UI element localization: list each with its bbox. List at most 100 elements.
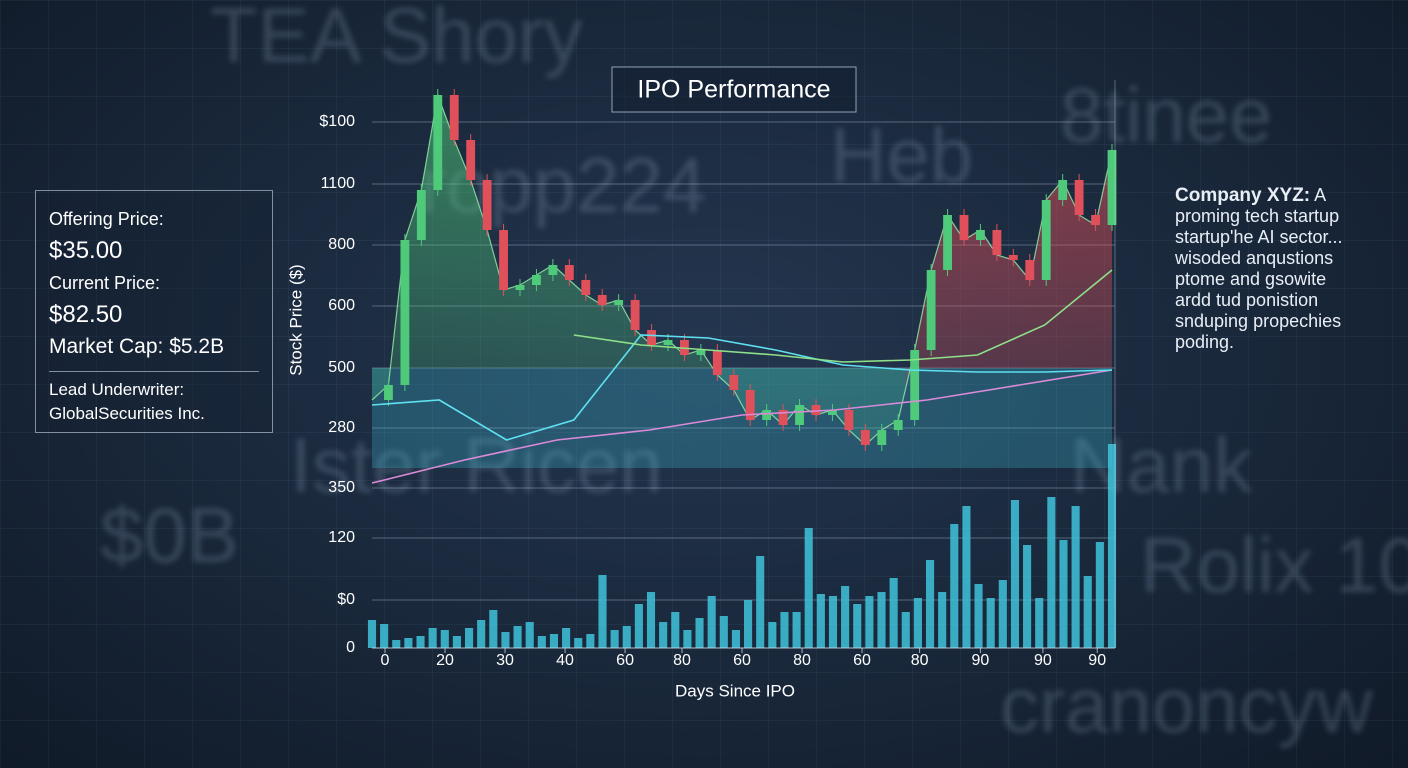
- candle: [1091, 215, 1100, 225]
- x-tick-label: 60: [733, 652, 751, 669]
- y-tick-label: 500: [328, 359, 355, 376]
- volume-bar: [416, 636, 425, 648]
- price-area: [905, 150, 1112, 392]
- volume-bar: [707, 596, 716, 648]
- volume-bar: [489, 610, 498, 648]
- candle: [416, 190, 426, 240]
- x-tick-label: 40: [556, 652, 574, 669]
- y-tick-label: $0: [337, 591, 355, 608]
- x-tick-label: 30: [496, 652, 514, 669]
- x-tick-label: 20: [436, 652, 454, 669]
- volume-bar: [744, 600, 753, 648]
- candle: [1058, 180, 1068, 200]
- candle: [614, 300, 624, 305]
- note-text: A: [1310, 185, 1327, 205]
- candle: [564, 265, 574, 280]
- candle: [762, 410, 772, 420]
- value: GlobalSecurities Inc.: [49, 404, 205, 423]
- volume-bar: [1010, 500, 1020, 648]
- candle: [943, 215, 952, 270]
- volume-bar: [683, 630, 692, 648]
- candle: [877, 430, 887, 445]
- volume-bar: [853, 604, 862, 648]
- side-note: Company XYZ: A proming tech startup start…: [1175, 185, 1343, 353]
- candle: [548, 265, 558, 275]
- volume-bar: [646, 592, 656, 648]
- volume-bar: [1059, 540, 1068, 648]
- volume-bar: [974, 584, 983, 648]
- note-heading: Company XYZ:: [1175, 185, 1311, 206]
- y-tick-label: 120: [328, 529, 355, 546]
- x-tick-label: 80: [673, 652, 691, 669]
- candle: [828, 410, 837, 415]
- y-tick-label: 0: [346, 639, 355, 656]
- volume-bar: [901, 612, 910, 648]
- candle: [1074, 180, 1084, 215]
- candle: [860, 430, 870, 445]
- volume-bar: [610, 630, 619, 648]
- volume-bar: [719, 616, 728, 648]
- volume-bar: [380, 624, 389, 648]
- label: Lead Underwriter:: [49, 380, 185, 399]
- candle: [976, 230, 985, 240]
- volume-bar: [889, 578, 898, 648]
- background-word: Rolix 104: [1140, 521, 1408, 609]
- note-line: poding.: [1175, 332, 1235, 352]
- info-box: Offering Price: $35.00 Current Price: $8…: [35, 190, 273, 433]
- volume-bar: [950, 524, 959, 648]
- background-word: $0B: [100, 491, 239, 579]
- note-line: wisoded anqustions: [1175, 248, 1334, 268]
- candle: [482, 180, 492, 230]
- volume-bar: [938, 592, 947, 648]
- candle: [449, 95, 459, 140]
- candle: [384, 385, 393, 400]
- y-axis-title: Stock Price ($): [286, 264, 305, 375]
- x-tick-label: 80: [911, 652, 929, 669]
- volume-bar: [562, 628, 571, 648]
- candle: [696, 350, 706, 355]
- candle: [1041, 200, 1051, 280]
- y-tick-label: 1100: [321, 175, 356, 192]
- background-word: Nank: [1070, 421, 1253, 509]
- candle: [532, 275, 541, 285]
- x-tick-label: 0: [381, 652, 390, 669]
- volume-bar: [367, 620, 377, 648]
- volume-bar: [841, 586, 850, 648]
- volume-bar: [1047, 497, 1056, 648]
- note-line: proming tech startup: [1175, 206, 1340, 226]
- volume-bar: [780, 612, 789, 648]
- background-word: 8tinee: [1060, 71, 1273, 159]
- volume-bar: [1035, 598, 1044, 648]
- volume-bar: [477, 620, 486, 648]
- background-word: cranoncyw: [1000, 661, 1373, 749]
- candle: [910, 350, 920, 420]
- volume-bar: [768, 622, 777, 648]
- volume-bar: [404, 638, 413, 648]
- volume-bar: [440, 630, 449, 648]
- background-word: TEA Shory: [210, 0, 583, 79]
- separator: [49, 371, 259, 372]
- candle: [811, 405, 821, 415]
- volume-bar: [501, 632, 510, 648]
- background-word: Heb: [830, 111, 974, 199]
- candle: [1107, 150, 1117, 225]
- value: $82.50: [49, 301, 123, 328]
- candle: [959, 215, 969, 240]
- x-tick-label: 60: [853, 652, 871, 669]
- y-tick-label: 600: [328, 297, 355, 314]
- candle: [597, 295, 607, 305]
- x-tick-label: 80: [793, 652, 811, 669]
- candle: [663, 340, 673, 345]
- x-axis-title: Days Since IPO: [675, 681, 795, 700]
- value: Market Cap: $5.2B: [49, 335, 225, 358]
- volume-bar: [865, 596, 874, 648]
- volume-bar: [428, 628, 437, 648]
- candle: [1025, 260, 1035, 280]
- volume-bar: [574, 638, 583, 648]
- candle: [745, 390, 755, 420]
- volume-bar: [1071, 506, 1080, 648]
- candle: [400, 240, 410, 385]
- band: [372, 368, 1112, 468]
- candle: [647, 330, 656, 345]
